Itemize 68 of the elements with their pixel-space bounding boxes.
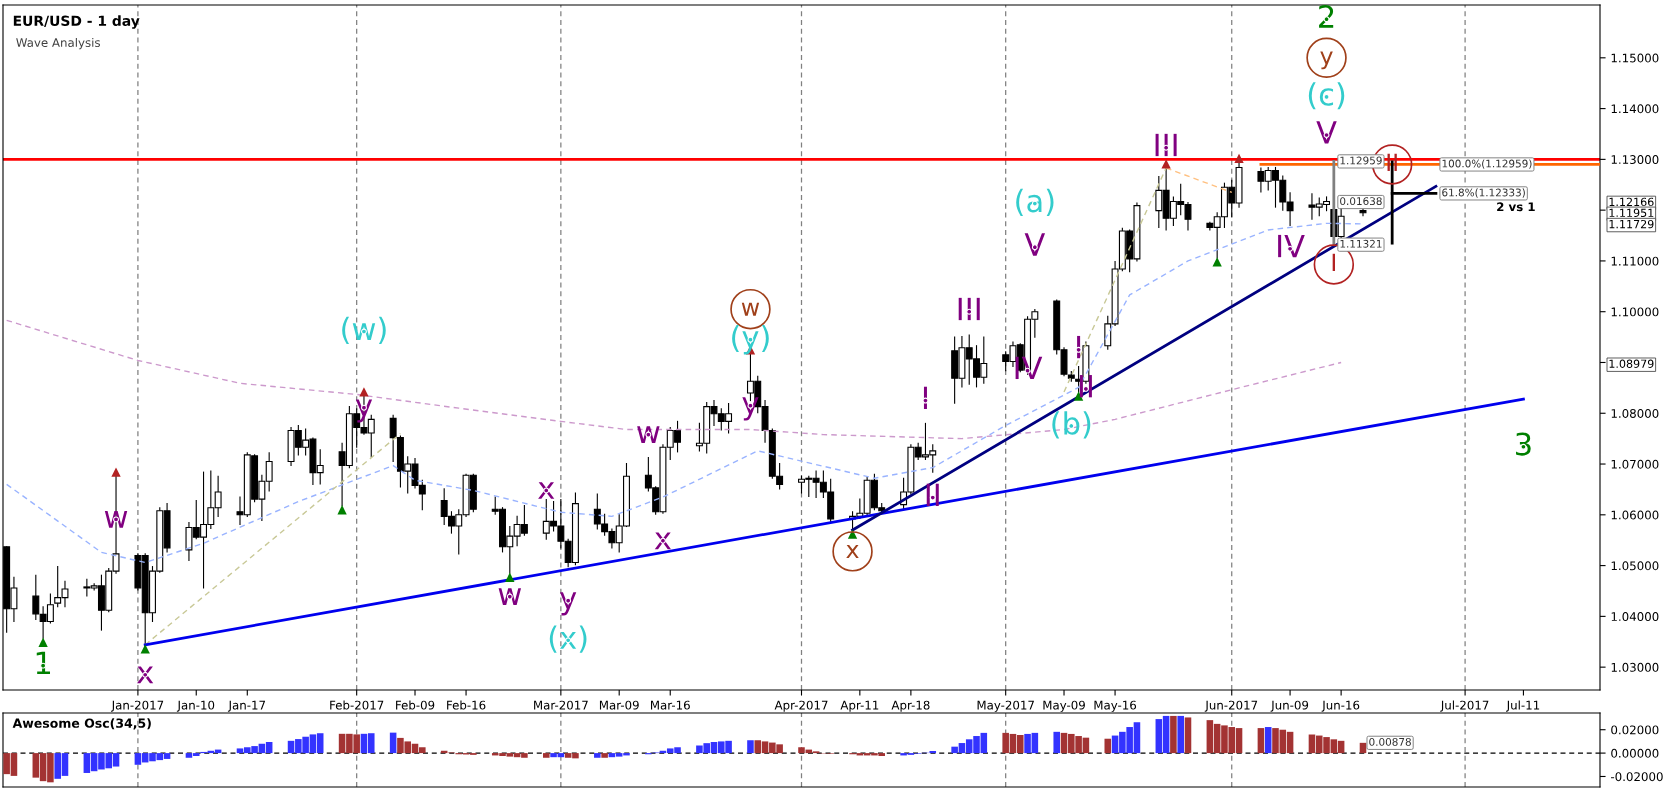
x-tick-label: Jun-16 — [1321, 700, 1360, 712]
series-label: 3 — [1516, 432, 1531, 456]
x-tick-label: Jul-2017 — [1440, 700, 1489, 712]
series-label: x — [846, 544, 859, 558]
y-tick-label: 0.02000 — [1611, 725, 1659, 735]
series-label: II — [1387, 153, 1397, 171]
text: EUR/USD - 1 day — [13, 15, 140, 29]
series-label: w — [498, 588, 522, 605]
series-label: (a) — [1016, 188, 1054, 216]
x-tick-label: May-2017 — [977, 700, 1034, 712]
x-tick-label: Jun-2017 — [1204, 700, 1258, 712]
series-label: y — [560, 592, 577, 616]
series-label: II — [926, 483, 939, 506]
y2-tick-label: 1.12166 — [1609, 197, 1654, 207]
x-tick-label: Feb-16 — [447, 700, 486, 710]
series-label: y — [1320, 51, 1333, 70]
series-label: w — [104, 511, 128, 528]
series-label: w — [741, 302, 760, 316]
x-tick-label: Apr-11 — [840, 700, 879, 712]
x-tick-label: Apr-2017 — [774, 700, 828, 712]
y2-tick-label: 1.08979 — [1609, 359, 1654, 368]
y-tick-label: 1.11000 — [1611, 256, 1659, 266]
series-label: IV — [1015, 356, 1043, 380]
annotation: 2 vs 1 — [1497, 202, 1535, 212]
text: Wave Analysis — [16, 37, 100, 50]
chart-title: Awesome Osc(34,5) — [12, 718, 151, 730]
series-label: y — [742, 397, 759, 421]
annotation: 1.11321 — [1340, 239, 1382, 248]
y-tick-label: 0.00000 — [1611, 748, 1659, 758]
series-label: (y) — [732, 324, 769, 355]
y-tick-label: 1.13000 — [1611, 155, 1659, 165]
y-tick-label: 1.08000 — [1611, 408, 1659, 418]
y-tick-label: 1.03000 — [1611, 662, 1659, 672]
annotation: 0.00878 — [1369, 737, 1411, 746]
series-label: (c) — [1308, 82, 1345, 110]
y-tick-label: 1.10000 — [1611, 307, 1659, 317]
x-tick-label: May-16 — [1094, 700, 1137, 712]
x-tick-label: Feb-09 — [396, 700, 435, 710]
y-tick-label: 1.15000 — [1611, 53, 1659, 63]
y-tick-label: 1.06000 — [1611, 510, 1659, 520]
series-label: I — [1332, 253, 1335, 271]
x-tick-label: Jun-09 — [1270, 700, 1309, 712]
series-label: (b) — [1052, 411, 1091, 439]
y-tick-label: 1.04000 — [1611, 612, 1659, 622]
y-tick-label: 1.07000 — [1611, 459, 1659, 469]
y-tick-label: -0.02000 — [1610, 772, 1663, 782]
x-tick-label: Mar-2017 — [534, 700, 588, 710]
x-tick-label: Jan-2017 — [111, 700, 164, 712]
x-tick-label: Feb-2017 — [330, 700, 384, 710]
series-label: (w) — [342, 316, 386, 344]
y2-tick-label: 1.11729 — [1609, 219, 1654, 229]
annotation: 100.0%(1.12959) — [1442, 159, 1532, 169]
series-label: V — [1316, 121, 1337, 144]
y-tick-label: 1.14000 — [1611, 104, 1659, 114]
x-tick-label: Jan-17 — [227, 700, 266, 712]
x-tick-label: Mar-16 — [651, 700, 690, 710]
series-label: w — [637, 426, 660, 444]
x-tick-label: Apr-18 — [891, 700, 930, 712]
y-tick-label: 1.05000 — [1611, 561, 1659, 571]
x-tick-label: Jan-10 — [176, 700, 215, 712]
series-label: V — [1024, 233, 1046, 256]
annotation: 61.8%(1.12333) — [1442, 188, 1525, 198]
annotation: 1.12959 — [1340, 156, 1382, 165]
x-tick-label: Mar-09 — [599, 700, 639, 710]
y2-tick-label: 1.11951 — [1609, 208, 1654, 218]
annotation: 0.01638 — [1340, 197, 1382, 206]
x-tick-label: May-09 — [1043, 700, 1085, 712]
x-tick-label: Jul-11 — [1506, 700, 1540, 712]
